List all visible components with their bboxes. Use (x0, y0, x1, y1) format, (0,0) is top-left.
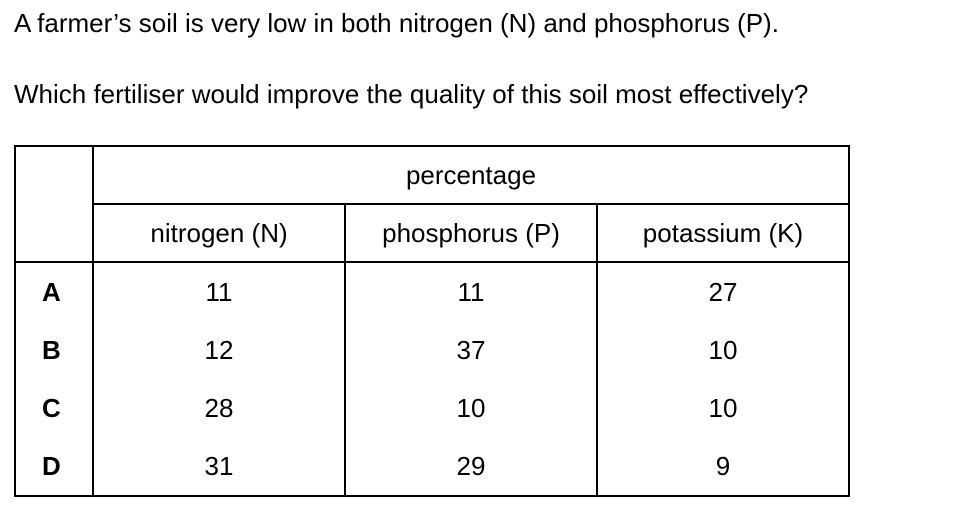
cell-potassium: 27 (596, 261, 850, 321)
cell-potassium: 10 (596, 321, 850, 379)
question-text-line-1: A farmer’s soil is very low in both nitr… (14, 8, 779, 38)
column-header-potassium: potassium (K) (596, 203, 850, 263)
percentage-header: percentage (92, 145, 850, 205)
cell-nitrogen: 31 (92, 437, 346, 497)
table-row: D 31 29 9 (14, 437, 850, 497)
empty-corner-cell (14, 145, 94, 263)
cell-phosphorus: 10 (344, 379, 598, 437)
column-header-nitrogen: nitrogen (N) (92, 203, 346, 263)
cell-phosphorus: 11 (344, 261, 598, 321)
row-label-d: D (14, 437, 94, 497)
table-header-row: percentage (14, 145, 850, 263)
row-label-a: A (14, 261, 94, 321)
table-row: C 28 10 10 (14, 379, 850, 437)
table-column-header-row: nitrogen (N) phosphorus (P) potassium (K… (15, 203, 850, 263)
cell-nitrogen: 12 (92, 321, 346, 379)
cell-nitrogen: 28 (92, 379, 346, 437)
table-row: A 11 11 27 (14, 261, 850, 321)
fertiliser-table: percentage nitrogen (N) phosphorus (P) p… (14, 145, 850, 497)
cell-potassium: 10 (596, 379, 850, 437)
question-text-line-2: Which fertiliser would improve the quali… (14, 79, 809, 109)
cell-phosphorus: 37 (344, 321, 598, 379)
cell-potassium: 9 (596, 437, 850, 497)
row-label-c: C (14, 379, 94, 437)
table-row: B 12 37 10 (14, 321, 850, 379)
cell-nitrogen: 11 (92, 261, 346, 321)
cell-phosphorus: 29 (344, 437, 598, 497)
column-header-phosphorus: phosphorus (P) (344, 203, 598, 263)
row-label-b: B (14, 321, 94, 379)
